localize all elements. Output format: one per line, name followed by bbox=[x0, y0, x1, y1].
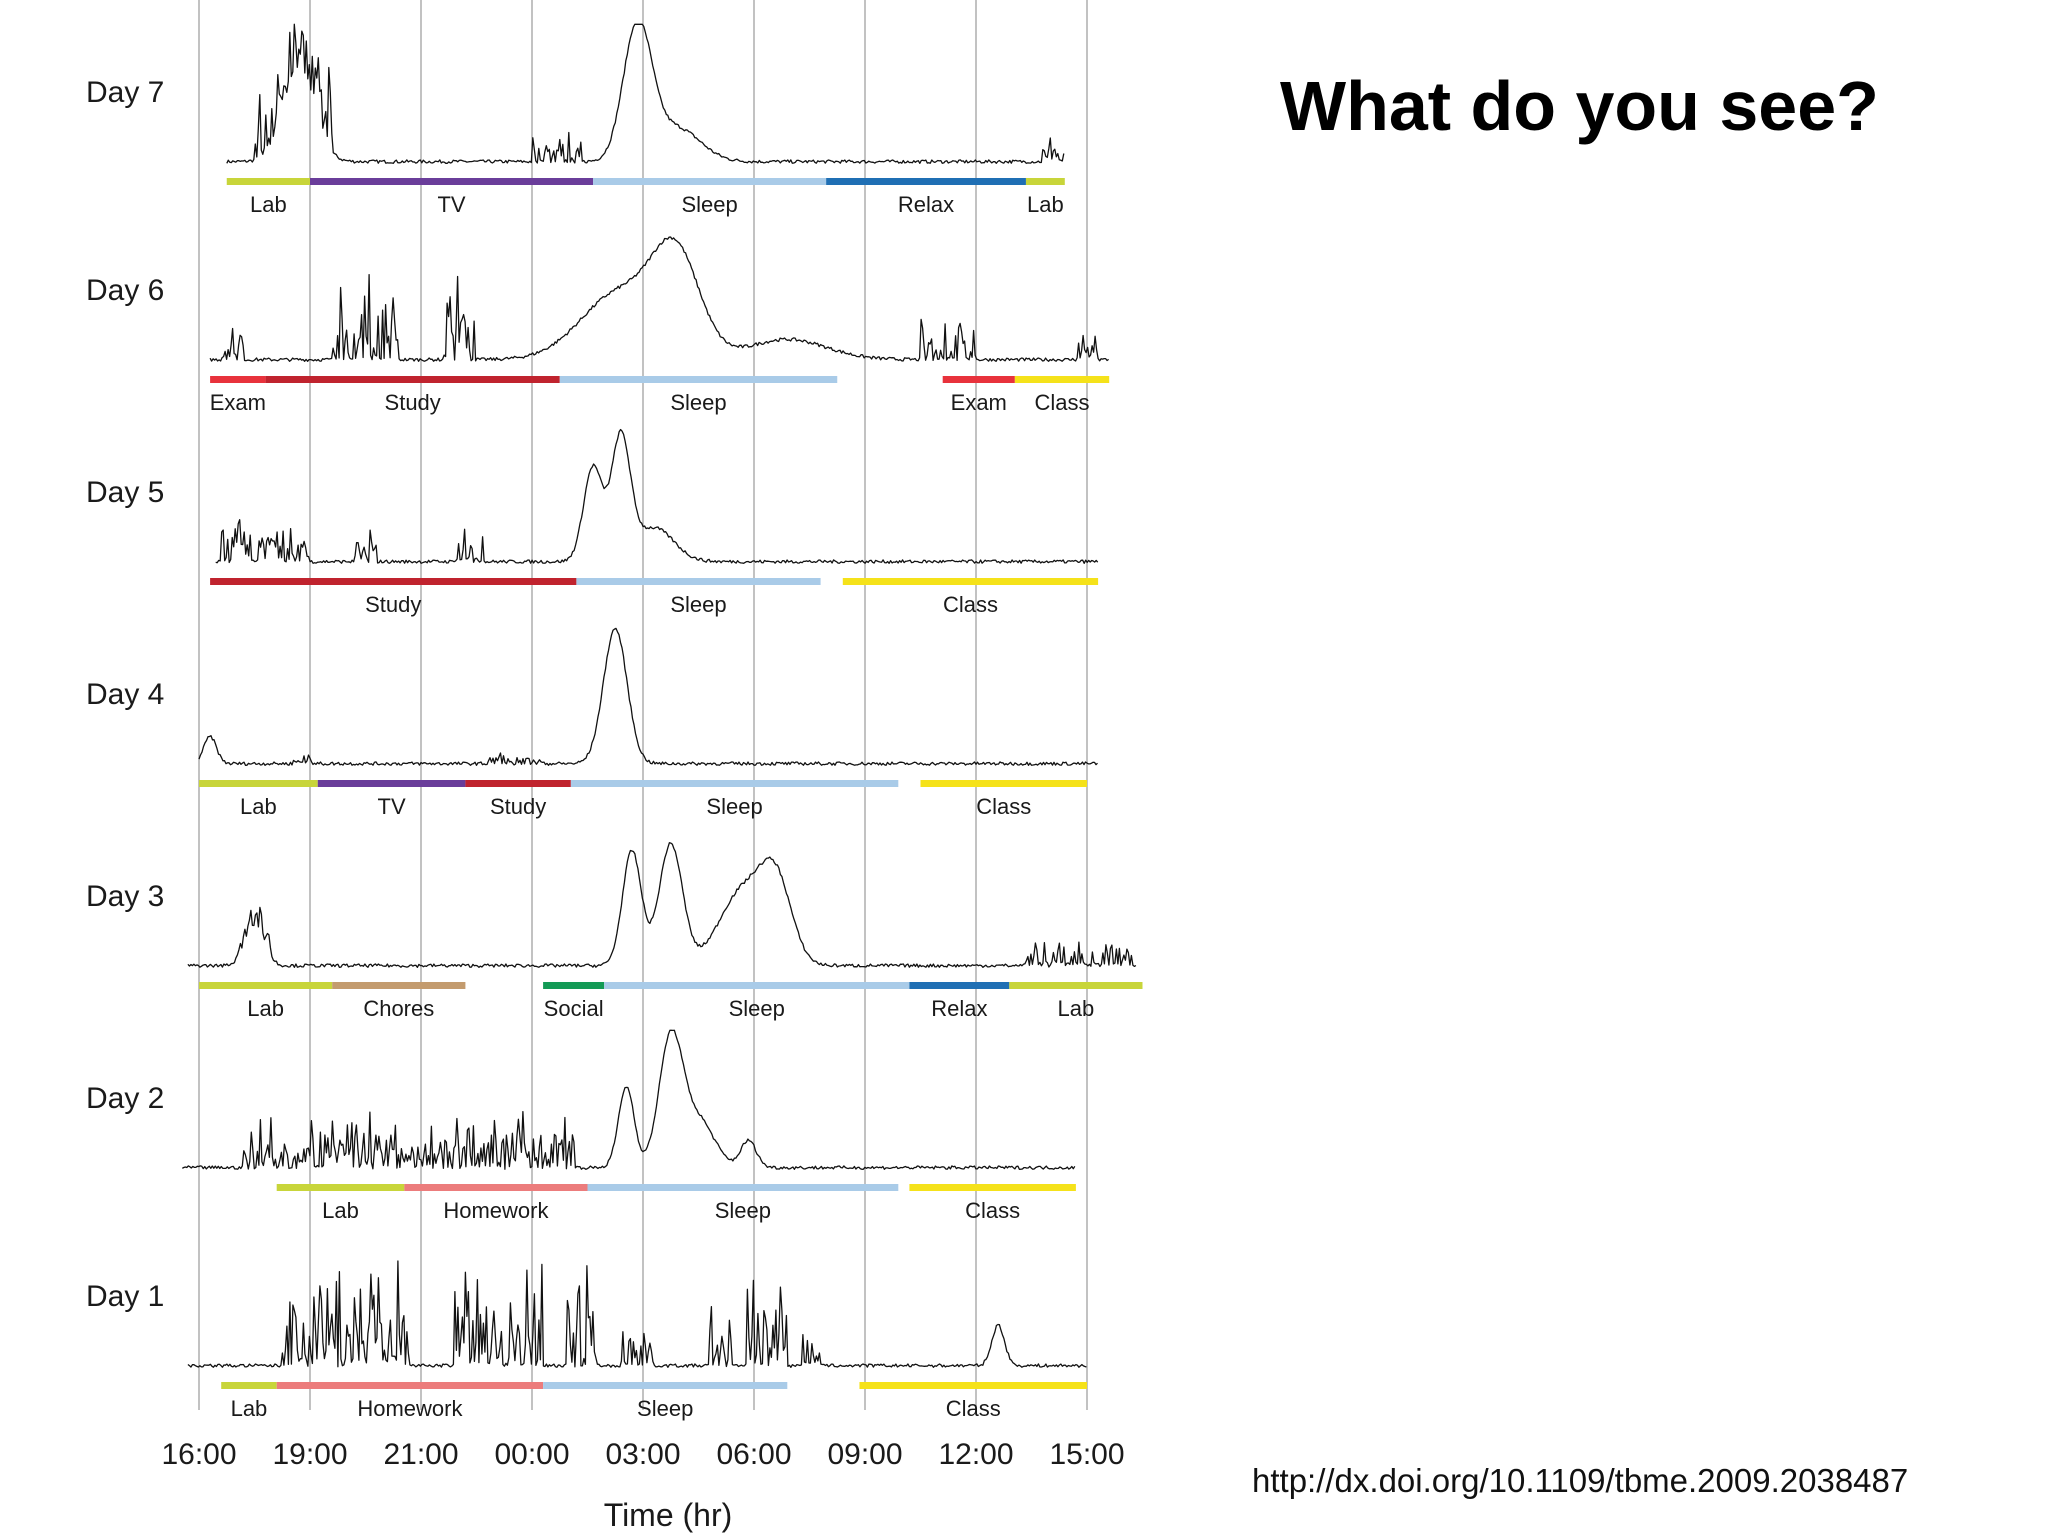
bar-day-1-lab-0 bbox=[221, 1382, 277, 1389]
bar-day-1-homework-1 bbox=[276, 1382, 544, 1389]
x-axis-label: Time (hr) bbox=[604, 1497, 733, 1533]
bar-day-5-sleep-1 bbox=[576, 578, 821, 585]
label-day-4-class-4: Class bbox=[976, 794, 1031, 819]
bar-day-6-class-4 bbox=[1014, 376, 1110, 383]
label-day-6-sleep-2: Sleep bbox=[670, 390, 726, 415]
day-labels: Day 7 Day 6 Day 5 Day 4 Day 3 Day 2 Day 1 bbox=[86, 76, 164, 1313]
signal-day-4 bbox=[198, 627, 1098, 766]
label-day-4-study-2: Study bbox=[490, 794, 546, 819]
label-day-6-exam-0: Exam bbox=[210, 390, 266, 415]
bar-day-7-tv-1 bbox=[310, 178, 594, 185]
label-day-6-class-4: Class bbox=[1035, 390, 1090, 415]
label-day-2-sleep-2: Sleep bbox=[715, 1198, 771, 1223]
bar-day-7-sleep-2 bbox=[593, 178, 827, 185]
label-day-7-lab-4: Lab bbox=[1027, 192, 1064, 217]
label-day-7-sleep-2: Sleep bbox=[681, 192, 737, 217]
x-tick-3: 00:00 bbox=[494, 1438, 569, 1471]
bar-day-7-relax-3 bbox=[826, 178, 1026, 185]
bar-day-3-relax-4 bbox=[909, 982, 1010, 989]
x-tick-4: 03:00 bbox=[605, 1438, 680, 1471]
label-day-5-sleep-1: Sleep bbox=[670, 592, 726, 617]
signal-day-2 bbox=[181, 1029, 1076, 1170]
x-tick-5: 06:00 bbox=[716, 1438, 791, 1471]
day-label-4: Day 4 bbox=[86, 678, 164, 711]
label-day-4-sleep-3: Sleep bbox=[706, 794, 762, 819]
bar-day-3-chores-1 bbox=[332, 982, 466, 989]
bar-day-4-lab-0 bbox=[199, 780, 318, 787]
day-label-1: Day 1 bbox=[86, 1280, 164, 1313]
bar-day-6-exam-0 bbox=[210, 376, 266, 383]
bar-day-4-tv-1 bbox=[317, 780, 466, 787]
activity-signals bbox=[181, 23, 1137, 1368]
day-label-5: Day 5 bbox=[86, 476, 164, 509]
activity-bars bbox=[199, 178, 1143, 1389]
slide-title: What do you see? bbox=[1280, 67, 1879, 145]
bar-day-5-study-0 bbox=[210, 578, 577, 585]
bar-day-2-homework-1 bbox=[404, 1184, 588, 1191]
signal-day-6 bbox=[209, 236, 1109, 362]
label-day-3-lab-5: Lab bbox=[1058, 996, 1095, 1021]
bar-day-6-sleep-2 bbox=[559, 376, 838, 383]
label-day-6-exam-3: Exam bbox=[951, 390, 1007, 415]
label-day-1-class-3: Class bbox=[946, 1396, 1001, 1421]
bar-day-3-lab-0 bbox=[199, 982, 333, 989]
label-day-3-relax-4: Relax bbox=[931, 996, 987, 1021]
bar-day-2-sleep-2 bbox=[587, 1184, 899, 1191]
label-day-5-study-0: Study bbox=[365, 592, 421, 617]
x-tick-2: 21:00 bbox=[383, 1438, 458, 1471]
x-tick-1: 19:00 bbox=[272, 1438, 347, 1471]
bar-day-7-lab-4 bbox=[1025, 178, 1065, 185]
label-day-2-lab-0: Lab bbox=[322, 1198, 359, 1223]
day-label-7: Day 7 bbox=[86, 76, 164, 109]
label-day-3-social-2: Social bbox=[544, 996, 604, 1021]
label-day-6-study-1: Study bbox=[385, 390, 441, 415]
label-day-7-relax-3: Relax bbox=[898, 192, 954, 217]
label-day-4-tv-1: TV bbox=[378, 794, 406, 819]
label-day-2-class-3: Class bbox=[965, 1198, 1020, 1223]
doi-link[interactable]: http://dx.doi.org/10.1109/tbme.2009.2038… bbox=[1252, 1462, 1909, 1499]
bar-day-4-class-4 bbox=[920, 780, 1087, 787]
label-day-7-tv-1: TV bbox=[437, 192, 465, 217]
bar-day-4-sleep-3 bbox=[570, 780, 899, 787]
bar-day-4-study-2 bbox=[465, 780, 571, 787]
bar-day-3-social-2 bbox=[543, 982, 605, 989]
bar-day-5-class-2 bbox=[842, 578, 1099, 585]
signal-day-5 bbox=[215, 428, 1099, 564]
label-day-1-homework-1: Homework bbox=[357, 1396, 463, 1421]
bar-day-2-lab-0 bbox=[276, 1184, 405, 1191]
bar-day-6-exam-3 bbox=[942, 376, 1015, 383]
activity-labels: Lab TV Sleep Relax Lab Exam Study Sleep Exam Clas… bbox=[210, 192, 1095, 1421]
bar-day-6-study-1 bbox=[265, 376, 560, 383]
bar-day-2-class-3 bbox=[909, 1184, 1076, 1191]
vertical-grid-lines bbox=[198, 0, 1088, 1410]
label-day-3-lab-0: Lab bbox=[247, 996, 284, 1021]
day-label-2: Day 2 bbox=[86, 1082, 164, 1115]
label-day-4-lab-0: Lab bbox=[240, 794, 277, 819]
label-day-7-lab-0: Lab bbox=[250, 192, 287, 217]
bar-day-3-sleep-3 bbox=[604, 982, 910, 989]
label-day-1-lab-0: Lab bbox=[231, 1396, 268, 1421]
x-tick-7: 12:00 bbox=[938, 1438, 1013, 1471]
x-tick-8: 15:00 bbox=[1049, 1438, 1124, 1471]
day-label-3: Day 3 bbox=[86, 880, 164, 913]
bar-day-3-lab-5 bbox=[1009, 982, 1143, 989]
label-day-2-homework-1: Homework bbox=[443, 1198, 549, 1223]
stacked-activity-chart: Day 7 Day 6 Day 5 Day 4 Day 3 Day 2 Day 1 Lab T… bbox=[86, 0, 1143, 1533]
label-day-1-sleep-2: Sleep bbox=[637, 1396, 693, 1421]
signal-day-7 bbox=[226, 23, 1065, 164]
bar-day-7-lab-0 bbox=[226, 178, 310, 185]
day-label-6: Day 6 bbox=[86, 274, 164, 307]
label-day-3-sleep-3: Sleep bbox=[729, 996, 785, 1021]
bar-day-1-class-3 bbox=[859, 1382, 1087, 1389]
x-tick-0: 16:00 bbox=[161, 1438, 236, 1471]
label-day-3-chores-1: Chores bbox=[363, 996, 434, 1021]
bar-day-1-sleep-2 bbox=[543, 1382, 788, 1389]
signal-day-1 bbox=[187, 1260, 1087, 1368]
signal-day-3 bbox=[187, 842, 1137, 968]
x-tick-6: 09:00 bbox=[827, 1438, 902, 1471]
label-day-5-class-2: Class bbox=[943, 592, 998, 617]
x-tick-labels: 16:00 19:00 21:00 00:00 03:00 06:00 09:00 12:00… bbox=[161, 1438, 1124, 1471]
